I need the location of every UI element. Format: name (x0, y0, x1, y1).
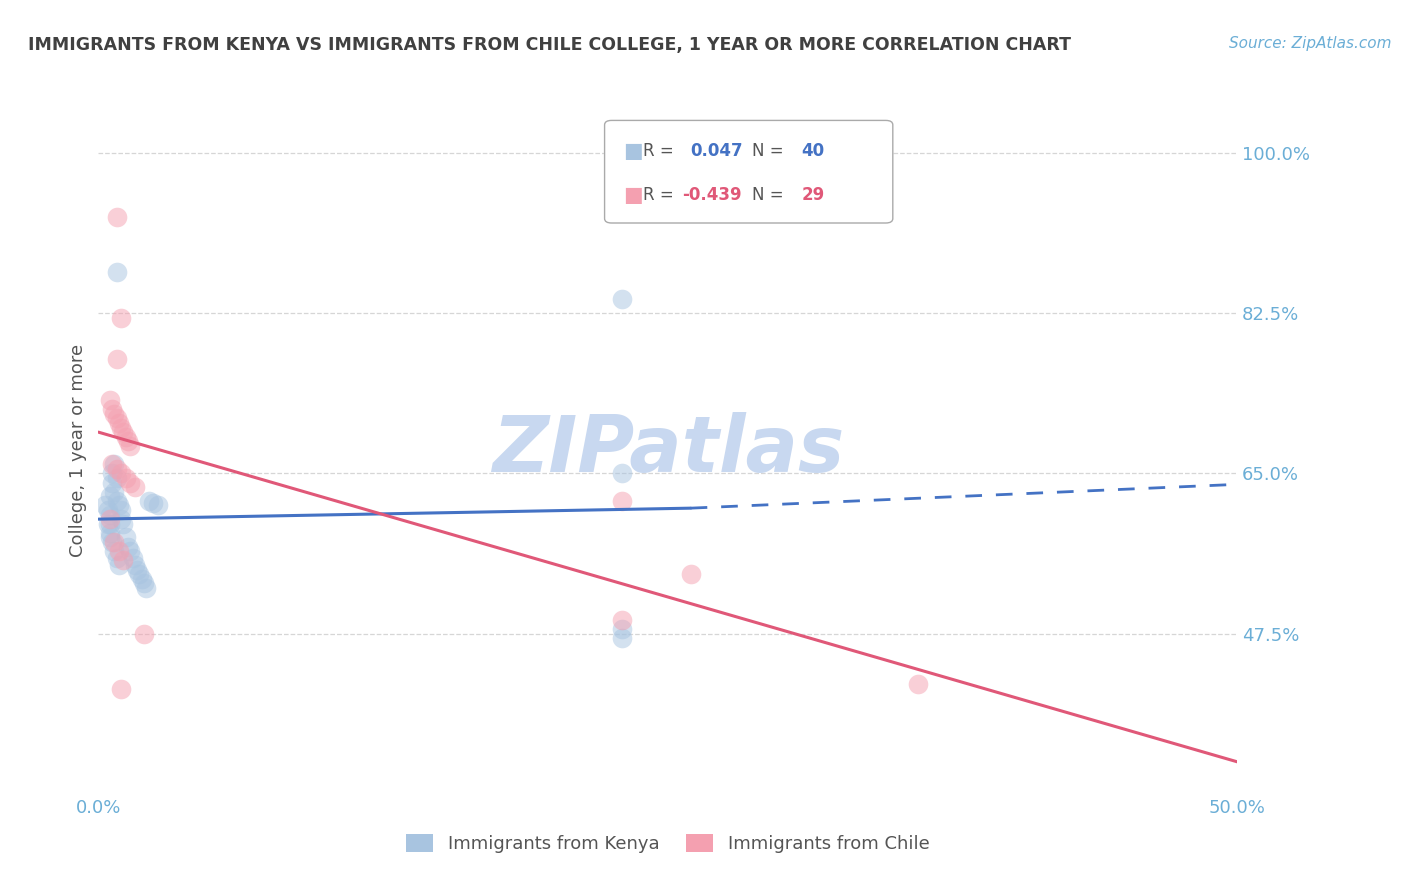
Text: ZIPatlas: ZIPatlas (492, 412, 844, 489)
Point (612, 622, 634, 636)
Text: N =: N = (752, 142, 783, 160)
Point (612, 293, 634, 307)
Point (146, 499, 169, 513)
Point (124, 558, 146, 572)
Point (907, 677, 929, 691)
Point (108, 544, 131, 558)
Point (117, 540, 139, 554)
Point (110, 681, 132, 696)
Point (105, 265, 128, 279)
Point (138, 493, 160, 508)
Text: R =: R = (643, 186, 673, 204)
Text: IMMIGRANTS FROM KENYA VS IMMIGRANTS FROM CHILE COLLEGE, 1 YEAR OR MORE CORRELATI: IMMIGRANTS FROM KENYA VS IMMIGRANTS FROM… (28, 36, 1071, 54)
Point (108, 558, 131, 572)
Point (117, 434, 139, 449)
Point (105, 550, 128, 565)
Point (110, 503, 132, 517)
Point (612, 467, 634, 481)
Point (120, 544, 142, 558)
Point (131, 572, 153, 586)
Point (114, 531, 136, 545)
Point (103, 457, 125, 471)
Text: 0.047: 0.047 (690, 142, 742, 160)
Point (94, 499, 117, 513)
Y-axis label: College, 1 year or more: College, 1 year or more (69, 344, 87, 557)
Text: N =: N = (752, 186, 783, 204)
Text: 29: 29 (801, 186, 825, 204)
Point (105, 462, 128, 476)
Point (112, 553, 135, 567)
Point (101, 467, 124, 481)
Point (105, 493, 128, 508)
Text: ■: ■ (623, 186, 643, 205)
Point (101, 402, 124, 417)
Point (101, 475, 124, 490)
Point (96, 503, 118, 517)
Point (101, 457, 124, 471)
Point (103, 544, 125, 558)
Point (110, 467, 132, 481)
Point (98, 508, 121, 522)
Point (114, 430, 136, 444)
Point (105, 210, 128, 224)
Point (103, 484, 125, 499)
Text: ■: ■ (623, 141, 643, 161)
Point (101, 535, 124, 549)
Point (98, 516, 121, 531)
Point (98, 512, 121, 526)
Point (142, 496, 165, 510)
Point (612, 631, 634, 645)
Point (98, 525, 121, 540)
Point (112, 516, 135, 531)
Point (98, 489, 121, 503)
Point (110, 512, 132, 526)
Point (108, 416, 131, 430)
Point (103, 535, 125, 549)
Text: Source: ZipAtlas.com: Source: ZipAtlas.com (1229, 36, 1392, 51)
Point (120, 439, 142, 453)
Text: R =: R = (643, 142, 673, 160)
Point (679, 567, 702, 582)
Point (612, 493, 634, 508)
Point (612, 613, 634, 627)
Point (98, 393, 121, 408)
Legend: Immigrants from Kenya, Immigrants from Chile: Immigrants from Kenya, Immigrants from C… (399, 827, 936, 861)
Point (132, 576, 155, 591)
Point (132, 626, 155, 640)
Point (105, 351, 128, 366)
Point (114, 471, 136, 485)
Text: -0.439: -0.439 (682, 186, 741, 204)
Point (108, 499, 131, 513)
Point (127, 562, 149, 576)
Point (103, 407, 125, 421)
Point (124, 480, 146, 494)
Point (121, 550, 143, 565)
Point (128, 567, 150, 582)
Point (105, 411, 128, 425)
Point (135, 581, 157, 595)
Point (110, 310, 132, 325)
Point (105, 471, 128, 485)
Text: 40: 40 (801, 142, 824, 160)
Point (112, 425, 135, 439)
Point (96, 516, 118, 531)
Point (110, 420, 132, 434)
Point (120, 475, 142, 490)
Point (98, 531, 121, 545)
